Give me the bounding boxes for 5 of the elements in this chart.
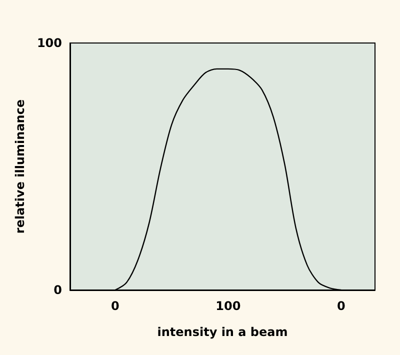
- x-axis-title: intensity in a beam: [157, 325, 288, 339]
- x-tick-label: 100: [216, 299, 241, 313]
- x-tick-label: 0: [111, 299, 120, 313]
- y-axis-title: relative illuminance: [13, 99, 28, 234]
- x-tick-label: 0: [336, 299, 346, 313]
